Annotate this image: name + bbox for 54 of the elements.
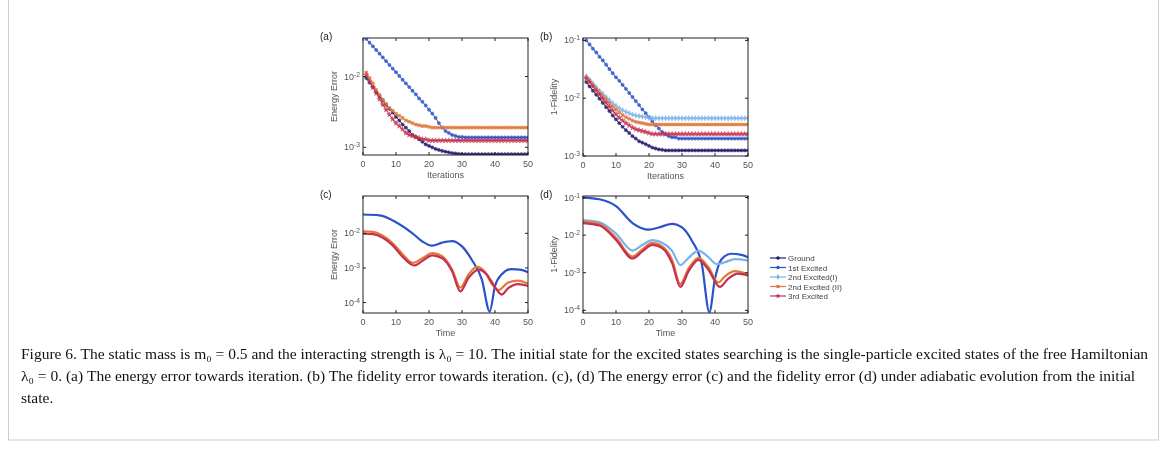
x-axis-title: Iterations	[426, 170, 465, 180]
y-tick-label: 10$^{-1}$	[563, 191, 581, 203]
x-axis-title: Time	[655, 328, 676, 338]
chart-title: (a)	[320, 31, 333, 42]
x-tick-label: 0	[580, 160, 586, 170]
chart-title: (c)	[320, 189, 332, 200]
x-tick-label: 50	[742, 317, 754, 327]
x-tick-label: 10	[390, 159, 402, 169]
x-tick-label: 50	[742, 160, 754, 170]
y-tick-label: 10$^{-1}$	[563, 33, 581, 46]
y-tick-label: 10$^{-4}$	[563, 303, 581, 316]
x-tick-label: 10	[610, 160, 622, 170]
x-tick-label: 10	[610, 317, 622, 327]
x-tick-label: 0	[360, 159, 366, 169]
x-tick-label: 30	[676, 317, 688, 327]
legend-label: Ground	[788, 254, 815, 263]
chart-title: (d)	[540, 189, 553, 200]
y-tick-label: 10$^{-2}$	[563, 228, 581, 241]
x-tick-label: 40	[709, 317, 721, 327]
y-axis-title: Energy Error	[329, 70, 339, 123]
x-axis-title: Time	[435, 328, 456, 338]
legend-label: 2nd Excited(I)	[788, 273, 838, 282]
x-tick-label: 30	[456, 159, 468, 169]
x-tick-label: 0	[580, 317, 586, 327]
x-tick-label: 10	[390, 317, 402, 327]
x-tick-label: 20	[643, 317, 655, 327]
y-tick-label: 10$^{-3}$	[563, 149, 581, 161]
y-axis-title: 1-Fidelity	[549, 78, 559, 116]
x-tick-label: 40	[489, 159, 501, 169]
x-tick-label: 40	[489, 317, 501, 327]
chart-title: (b)	[540, 31, 553, 42]
x-tick-label: 50	[522, 317, 534, 327]
x-tick-label: 20	[423, 159, 435, 169]
x-tick-label: 50	[522, 159, 534, 169]
x-tick-label: 30	[456, 317, 468, 327]
x-tick-label: 20	[643, 160, 655, 170]
y-tick-label: 10$^{-3}$	[563, 266, 581, 278]
x-tick-label: 20	[423, 317, 435, 327]
y-axis-title: Energy Error	[329, 228, 339, 281]
legend-label: 3rd Excited	[788, 292, 829, 301]
x-axis-title: Iterations	[646, 171, 685, 181]
y-tick-label: 10$^{-2}$	[343, 226, 361, 239]
x-tick-label: 40	[709, 160, 721, 170]
y-axis-title: 1-Fidelity	[549, 235, 559, 273]
y-tick-label: 10$^{-3}$	[343, 261, 361, 273]
x-tick-label: 30	[676, 160, 688, 170]
y-tick-label: 10$^{-2}$	[343, 70, 361, 82]
caption: Figure 6. The static mass is m₀ = 0.5 and the interacting strength is λ₀ = 10. The initial state for the excited states searching is the single-particle excited states of the free Hamiltonian λ₀ = 0. (a) The energy error towards iteration. (b) The fidelity error towards iteration. (c), (d) The energy error (c) and the fidelity error (d) under adiabatic evolution from the initial state.	[21, 344, 1150, 408]
legend-label: 1st Excited	[788, 263, 828, 273]
legend-label: 2nd Excited (II)	[788, 282, 843, 292]
y-tick-label: 10$^{-3}$	[343, 140, 361, 153]
x-tick-label: 0	[360, 317, 366, 327]
y-tick-label: 10$^{-4}$	[343, 296, 361, 308]
y-tick-label: 10$^{-2}$	[563, 91, 581, 104]
